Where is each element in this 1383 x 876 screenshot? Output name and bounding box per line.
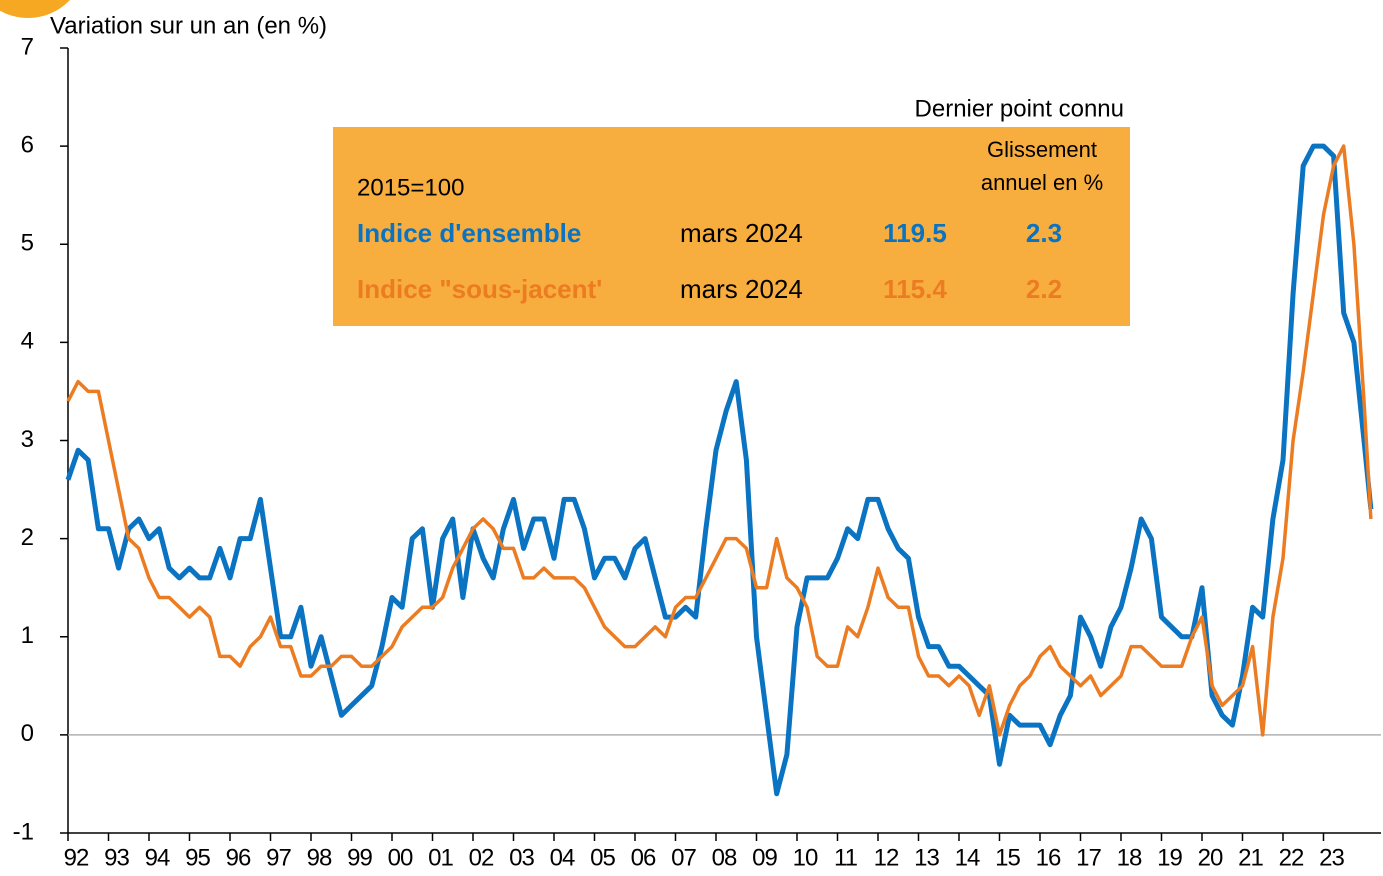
- row-yoy: 2.3: [1026, 218, 1062, 248]
- row-date: mars 2024: [680, 274, 803, 304]
- x-tick-label: 13: [914, 844, 939, 871]
- y-tick-label: 4: [21, 328, 34, 355]
- x-tick-label: 07: [671, 844, 696, 871]
- series-line: [65, 143, 1374, 797]
- x-tick-label: 15: [995, 844, 1020, 871]
- x-tick-label: 94: [145, 844, 170, 871]
- x-tick-label: 08: [712, 844, 737, 871]
- x-tick-label: 01: [428, 844, 453, 871]
- x-tick-label: 04: [550, 844, 575, 871]
- x-tick-label: 95: [185, 844, 210, 871]
- box-col-header: annuel en %: [981, 170, 1103, 195]
- x-tick-label: 02: [469, 844, 494, 871]
- x-tick-label: 23: [1319, 844, 1344, 871]
- corner-badge: [0, 0, 70, 18]
- x-tick-label: 92: [64, 844, 89, 871]
- x-tick-label: 21: [1238, 844, 1263, 871]
- y-tick-label: 6: [21, 131, 34, 158]
- y-tick-label: 7: [21, 33, 34, 60]
- x-tick-label: 05: [590, 844, 615, 871]
- y-tick-label: 0: [21, 720, 34, 747]
- row-yoy: 2.2: [1026, 274, 1062, 304]
- x-tick-label: 96: [226, 844, 251, 871]
- x-tick-label: 10: [793, 844, 818, 871]
- x-tick-label: 00: [388, 844, 413, 871]
- y-tick-label: 5: [21, 230, 34, 257]
- y-tick-label: 3: [21, 426, 34, 453]
- y-tick-label: 2: [21, 524, 34, 551]
- x-tick-label: 11: [834, 844, 858, 871]
- x-tick-label: 03: [509, 844, 534, 871]
- x-tick-label: 98: [307, 844, 332, 871]
- x-tick-label: 99: [347, 844, 372, 871]
- y-tick-label: 1: [21, 622, 34, 649]
- row-index: 115.4: [883, 274, 947, 304]
- x-tick-label: 22: [1279, 844, 1304, 871]
- row-index: 119.5: [883, 218, 947, 248]
- x-tick-label: 06: [631, 844, 656, 871]
- y-axis-label: Variation sur un an (en %): [50, 12, 327, 39]
- info-box: [333, 127, 1130, 326]
- series-line: [66, 144, 1373, 737]
- y-tick-label: -1: [13, 818, 34, 845]
- x-tick-label: 09: [752, 844, 777, 871]
- x-tick-label: 20: [1198, 844, 1223, 871]
- x-tick-label: 14: [955, 844, 980, 871]
- box-header: Dernier point connu: [915, 95, 1124, 122]
- x-tick-label: 16: [1036, 844, 1061, 871]
- legend-name: Indice "sous-jacent': [357, 274, 602, 304]
- x-tick-label: 93: [104, 844, 129, 871]
- box-col-header: Glissement: [987, 137, 1097, 162]
- x-tick-label: 18: [1117, 844, 1142, 871]
- x-tick-label: 12: [874, 844, 899, 871]
- box-base: 2015=100: [357, 174, 464, 201]
- x-tick-label: 97: [266, 844, 291, 871]
- row-date: mars 2024: [680, 218, 803, 248]
- legend-name: Indice d'ensemble: [357, 218, 581, 248]
- x-tick-label: 17: [1076, 844, 1101, 871]
- x-tick-label: 19: [1157, 844, 1182, 871]
